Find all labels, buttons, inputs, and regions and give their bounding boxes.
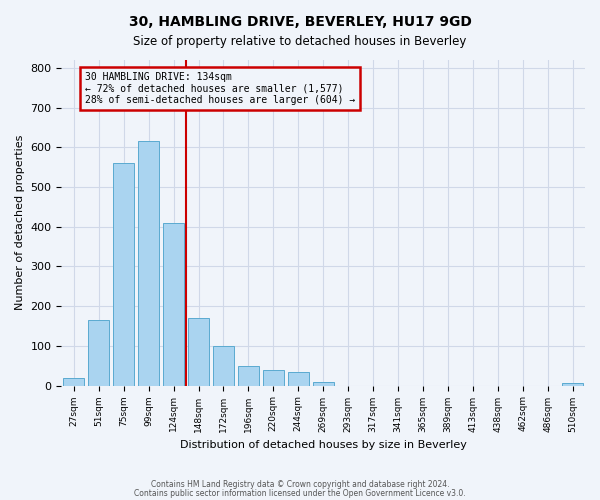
Bar bbox=[562, 383, 583, 386]
X-axis label: Distribution of detached houses by size in Beverley: Distribution of detached houses by size … bbox=[180, 440, 467, 450]
Bar bbox=[313, 382, 334, 386]
Text: Contains HM Land Registry data © Crown copyright and database right 2024.: Contains HM Land Registry data © Crown c… bbox=[151, 480, 449, 489]
Text: 30 HAMBLING DRIVE: 134sqm
← 72% of detached houses are smaller (1,577)
28% of se: 30 HAMBLING DRIVE: 134sqm ← 72% of detac… bbox=[85, 72, 355, 105]
Bar bbox=[238, 366, 259, 386]
Text: 30, HAMBLING DRIVE, BEVERLEY, HU17 9GD: 30, HAMBLING DRIVE, BEVERLEY, HU17 9GD bbox=[128, 15, 472, 29]
Bar bbox=[263, 370, 284, 386]
Bar bbox=[63, 378, 85, 386]
Y-axis label: Number of detached properties: Number of detached properties bbox=[15, 135, 25, 310]
Bar bbox=[88, 320, 109, 386]
Bar bbox=[113, 163, 134, 386]
Bar bbox=[213, 346, 234, 386]
Bar bbox=[138, 142, 159, 386]
Bar bbox=[163, 223, 184, 386]
Bar bbox=[188, 318, 209, 386]
Bar bbox=[287, 372, 309, 386]
Text: Contains public sector information licensed under the Open Government Licence v3: Contains public sector information licen… bbox=[134, 488, 466, 498]
Text: Size of property relative to detached houses in Beverley: Size of property relative to detached ho… bbox=[133, 35, 467, 48]
